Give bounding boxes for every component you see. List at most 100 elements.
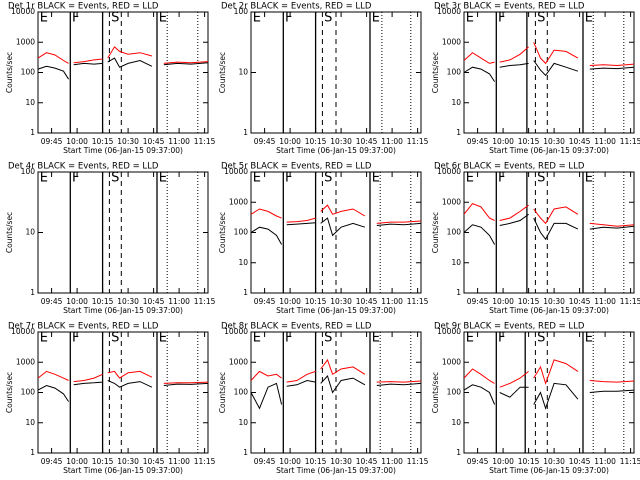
- x-tick-label: 11:15: [407, 137, 429, 146]
- y-axis-label: Counts/sec: [5, 212, 14, 253]
- panel-title: Det 8r BLACK = Events, RED = LLD: [221, 322, 372, 332]
- data-line: [463, 60, 635, 82]
- y-axis-label: Counts/sec: [218, 52, 227, 93]
- y-tick-label: 1000: [442, 37, 461, 46]
- x-tick-label: 11:15: [194, 297, 216, 306]
- x-tick-label: 10:30: [330, 457, 352, 466]
- data-line: [37, 57, 209, 80]
- data-line: [37, 46, 209, 64]
- data-line: [37, 380, 209, 402]
- time-marker-label: S: [111, 11, 119, 26]
- y-tick-label: 10: [451, 258, 461, 267]
- y-tick-label: 1000: [229, 197, 248, 206]
- time-marker-label: E: [466, 11, 474, 26]
- panel-title: Det 3r BLACK = Events, RED = LLD: [434, 2, 585, 12]
- x-tick-label: 11:15: [407, 297, 429, 306]
- x-tick-label: 09:45: [41, 137, 63, 146]
- y-tick-label: 1000: [16, 37, 35, 46]
- x-tick-label: 09:45: [41, 457, 63, 466]
- time-marker-label: F: [72, 331, 79, 346]
- time-marker-label: F: [498, 331, 505, 346]
- y-axis-label: Counts/sec: [5, 372, 14, 413]
- time-marker-label: E: [466, 331, 474, 346]
- x-tick-label: 10:30: [117, 457, 139, 466]
- y-tick-label: 1: [456, 128, 461, 137]
- x-tick-label: 10:30: [330, 137, 352, 146]
- y-tick-label: 100: [234, 388, 249, 397]
- x-tick-label: 11:00: [168, 137, 190, 146]
- y-tick-label: 1000: [229, 357, 248, 366]
- data-line: [463, 203, 635, 227]
- y-tick-label: 10000: [437, 167, 461, 176]
- y-tick-label: 1: [243, 288, 248, 297]
- data-line: [463, 382, 635, 410]
- y-tick-label: 10: [25, 98, 35, 107]
- x-tick-label: 10:30: [543, 137, 565, 146]
- x-tick-label: 11:15: [620, 457, 640, 466]
- x-tick-label: 10:30: [117, 297, 139, 306]
- x-tick-label: 10:45: [356, 457, 378, 466]
- time-marker-label: F: [285, 331, 292, 346]
- x-tick-label: 09:45: [254, 297, 276, 306]
- x-tick-label: 10:30: [117, 137, 139, 146]
- x-tick-label: 10:45: [143, 297, 165, 306]
- x-tick-label: 09:45: [41, 297, 63, 306]
- y-tick-label: 1: [30, 448, 35, 457]
- x-tick-label: 10:15: [518, 297, 540, 306]
- time-marker-label: E: [585, 11, 593, 26]
- x-tick-label: 10:30: [543, 457, 565, 466]
- y-axis-label: Counts/sec: [5, 52, 14, 93]
- x-axis-label: Start Time (06-Jan-15 09:37:00): [63, 466, 183, 475]
- x-tick-label: 10:15: [92, 457, 114, 466]
- x-tick-label: 10:00: [492, 297, 514, 306]
- x-tick-label: 11:15: [620, 297, 640, 306]
- data-line: [250, 217, 422, 245]
- x-tick-label: 10:00: [492, 137, 514, 146]
- time-marker-label: F: [498, 11, 505, 26]
- x-tick-label: 11:00: [168, 297, 190, 306]
- time-marker-label: S: [111, 331, 119, 346]
- y-axis-label: Counts/sec: [218, 212, 227, 253]
- time-marker-label: F: [285, 11, 292, 26]
- time-marker-label: E: [253, 331, 261, 346]
- x-tick-label: 10:00: [279, 137, 301, 146]
- time-marker-label: S: [324, 11, 332, 26]
- panel-title: Det 7r BLACK = Events, RED = LLD: [8, 322, 159, 332]
- x-tick-label: 09:45: [467, 457, 489, 466]
- time-marker-label: S: [324, 171, 332, 186]
- x-tick-label: 11:00: [594, 137, 616, 146]
- x-axis-label: Start Time (06-Jan-15 09:37:00): [276, 146, 396, 155]
- x-tick-label: 11:15: [194, 457, 216, 466]
- x-axis-label: Start Time (06-Jan-15 09:37:00): [489, 466, 609, 475]
- time-marker-label: S: [537, 11, 545, 26]
- x-tick-label: 10:45: [143, 137, 165, 146]
- data-line: [250, 358, 422, 383]
- x-tick-label: 10:15: [518, 137, 540, 146]
- x-tick-label: 09:45: [467, 137, 489, 146]
- data-line: [463, 359, 635, 388]
- x-tick-label: 11:15: [407, 457, 429, 466]
- time-marker-label: E: [466, 171, 474, 186]
- y-tick-label: 1: [30, 288, 35, 297]
- x-tick-label: 09:45: [254, 137, 276, 146]
- x-tick-label: 10:45: [356, 297, 378, 306]
- y-tick-label: 1: [456, 288, 461, 297]
- y-tick-label: 10000: [11, 327, 35, 336]
- y-tick-label: 10000: [224, 167, 248, 176]
- x-tick-label: 11:00: [594, 297, 616, 306]
- x-tick-label: 10:30: [330, 297, 352, 306]
- y-tick-label: 100: [21, 388, 36, 397]
- y-tick-label: 100: [21, 167, 36, 176]
- x-tick-label: 10:15: [92, 137, 114, 146]
- plot-frame: [463, 11, 635, 134]
- x-tick-label: 11:00: [381, 457, 403, 466]
- y-tick-label: 100: [21, 68, 36, 77]
- y-axis-label: Counts/sec: [218, 372, 227, 413]
- panel-title: Det 5r BLACK = Events, RED = LLD: [221, 162, 372, 172]
- y-tick-label: 10: [451, 418, 461, 427]
- x-tick-label: 10:45: [143, 457, 165, 466]
- x-tick-label: 11:00: [168, 457, 190, 466]
- plot-frame: [37, 331, 209, 454]
- y-tick-label: 10: [238, 258, 248, 267]
